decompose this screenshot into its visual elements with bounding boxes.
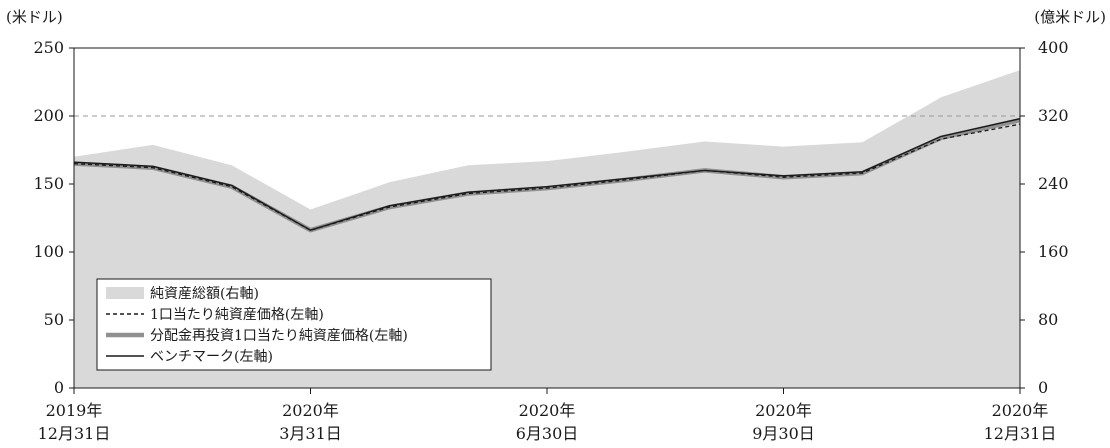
x-tick-label-date: 3月31日 xyxy=(279,424,342,443)
y-right-tick-label: 400 xyxy=(1038,38,1069,57)
legend-item-benchmark: ベンチマーク(左軸) xyxy=(106,349,273,365)
legend-label: ベンチマーク(左軸) xyxy=(150,349,273,365)
right-unit-label: (億米ドル) xyxy=(1034,8,1106,26)
y-right-tick-label: 0 xyxy=(1038,378,1048,397)
y-right-tick-label: 320 xyxy=(1038,106,1069,125)
x-tick-label-year: 2020年 xyxy=(755,401,812,420)
legend-item-nav: 1口当たり純資産価格(左軸) xyxy=(106,307,324,323)
y-left-tick-label: 100 xyxy=(33,242,64,261)
y-right-tick-label: 80 xyxy=(1038,310,1058,329)
nav-line xyxy=(73,123,1021,231)
x-tick-label-date: 6月30日 xyxy=(516,424,579,443)
y-left-tick-label: 0 xyxy=(54,378,64,397)
x-tick-label-date: 12月31日 xyxy=(984,424,1057,443)
axis-layer: 0 50 100 150 200 250 0 80 160 240 320 400 2019年 12月31… xyxy=(33,38,1068,443)
legend-label: 純資産総額(右軸) xyxy=(150,286,259,302)
x-tick-label-year: 2020年 xyxy=(992,401,1049,420)
legend-item-net-assets: 純資産総額(右軸) xyxy=(106,286,259,302)
x-tick-label-date: 9月30日 xyxy=(752,424,815,443)
line-layer xyxy=(73,117,1021,233)
y-left-tick-label: 50 xyxy=(44,310,64,329)
y-right-tick-label: 160 xyxy=(1038,242,1069,261)
y-left-tick-label: 150 xyxy=(33,174,64,193)
legend-swatch-area xyxy=(106,287,144,299)
legend-label: 1口当たり純資産価格(左軸) xyxy=(150,307,324,323)
x-tick-label-year: 2020年 xyxy=(282,401,339,420)
legend: 純資産総額(右軸) 1口当たり純資産価格(左軸) 分配金再投資1口当たり純資産価… xyxy=(96,278,492,371)
benchmark-line xyxy=(73,118,1021,231)
left-unit-label: (米ドル) xyxy=(6,8,63,26)
legend-label: 分配金再投資1口当たり純資産価格(左軸) xyxy=(150,328,408,344)
y-left-tick-label: 200 xyxy=(33,106,64,125)
x-tick-label-year: 2019年 xyxy=(46,401,103,420)
y-right-tick-label: 240 xyxy=(1038,174,1069,193)
x-tick-label-year: 2020年 xyxy=(519,401,576,420)
legend-box xyxy=(96,278,492,371)
y-left-tick-label: 250 xyxy=(33,38,64,57)
x-tick-label-date: 12月31日 xyxy=(38,424,111,443)
legend-item-reinvested-nav: 分配金再投資1口当たり純資産価格(左軸) xyxy=(106,328,408,344)
